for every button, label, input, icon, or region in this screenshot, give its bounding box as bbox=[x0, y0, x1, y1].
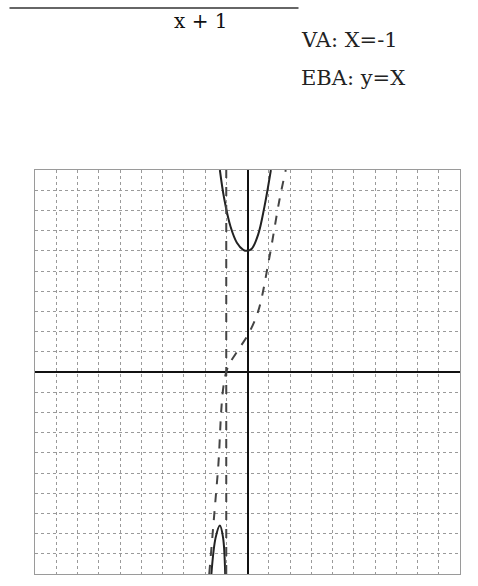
svg-text:x + 1: x + 1 bbox=[174, 9, 227, 33]
svg-text:VA: X=-1: VA: X=-1 bbox=[301, 28, 398, 52]
svg-text:EBA: y=X: EBA: y=X bbox=[301, 66, 405, 90]
